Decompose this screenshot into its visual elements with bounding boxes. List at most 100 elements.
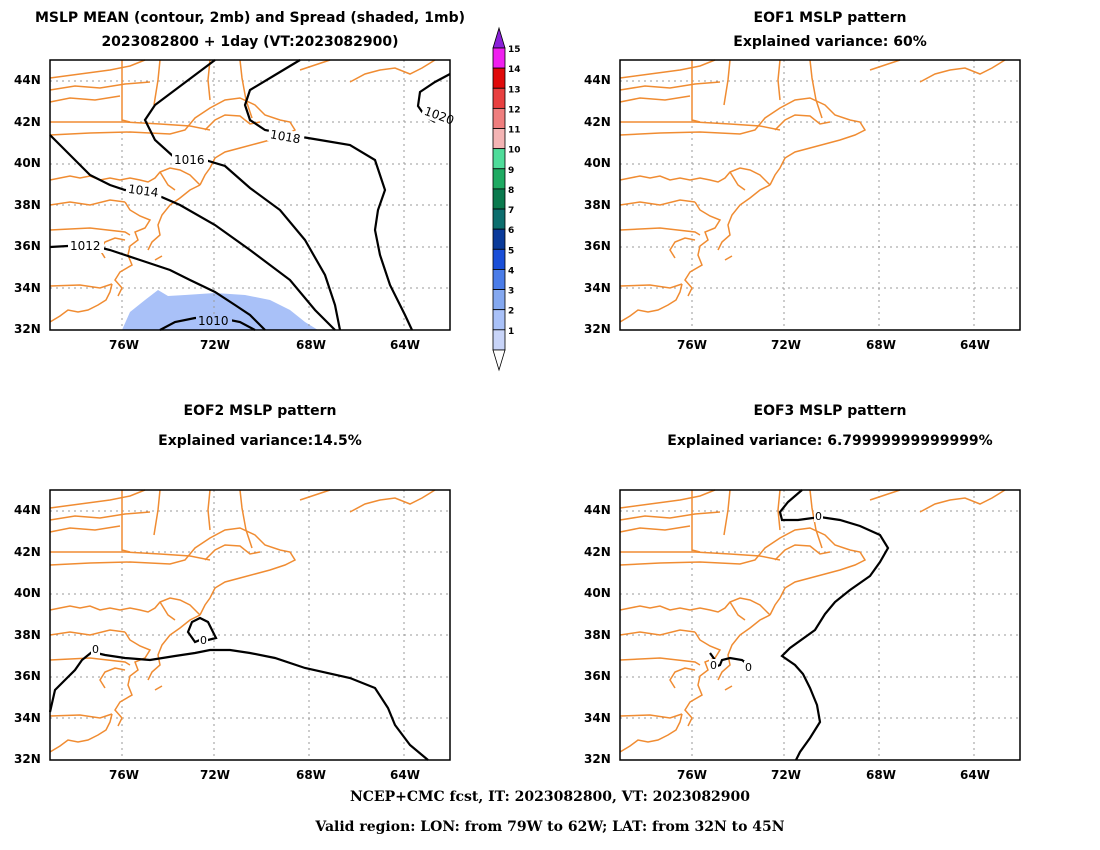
lon-tick: 76W xyxy=(109,338,139,352)
lat-tick: 42N xyxy=(14,115,41,129)
lat-tick: 40N xyxy=(584,586,611,600)
eof3-frame xyxy=(619,489,1021,761)
colorbar-box xyxy=(492,47,506,69)
lon-tick: 64W xyxy=(960,338,990,352)
lon-tick: 64W xyxy=(390,338,420,352)
colorbar: 15 14 13 12 11 10 9 8 7 6 5 4 3 2 1 xyxy=(492,26,521,372)
colorbar-box xyxy=(492,289,506,311)
colorbar-label: 6 xyxy=(508,226,514,236)
colorbar-box xyxy=(492,128,506,150)
lat-tick: 40N xyxy=(14,586,41,600)
lon-tick: 76W xyxy=(677,768,707,782)
lat-tick: 32N xyxy=(14,322,41,336)
contour-label: 0 xyxy=(710,659,717,672)
colorbar-label: 1 xyxy=(508,327,514,337)
lon-tick: 68W xyxy=(296,338,326,352)
lat-tick: 34N xyxy=(584,711,611,725)
footer-forecast-info: NCEP+CMC fcst, IT: 2023082800, VT: 20230… xyxy=(349,789,751,805)
colorbar-box xyxy=(492,168,506,190)
lat-tick: 32N xyxy=(584,322,611,336)
colorbar-bottom-arrow xyxy=(492,349,506,372)
lat-tick: 34N xyxy=(14,711,41,725)
colorbar-label: 11 xyxy=(508,126,521,136)
lat-tick: 32N xyxy=(584,752,611,766)
lat-tick: 32N xyxy=(14,752,41,766)
lat-tick: 42N xyxy=(584,545,611,559)
colorbar-label: 13 xyxy=(508,85,521,95)
contour-label: 0 xyxy=(815,510,822,523)
lon-tick: 64W xyxy=(960,768,990,782)
colorbar-label: 7 xyxy=(508,206,514,216)
colorbar-box xyxy=(492,329,506,351)
eof2-map: 0 0 xyxy=(48,489,451,761)
eof3-contours xyxy=(709,489,890,761)
lat-tick: 34N xyxy=(14,281,41,295)
colorbar-box xyxy=(492,228,506,250)
lat-tick: 40N xyxy=(584,156,611,170)
lon-tick: 72W xyxy=(200,338,230,352)
mean-map: 1010 1012 1014 1016 1018 1020 xyxy=(49,59,456,331)
eof2-frame xyxy=(49,489,451,761)
contour-label: 0 xyxy=(92,643,99,656)
colorbar-label: 2 xyxy=(508,307,514,317)
contour-label: 1010 xyxy=(198,314,229,328)
contour-label: 1018 xyxy=(269,127,302,146)
colorbar-box xyxy=(492,269,506,290)
eof2-contours xyxy=(48,616,429,761)
colorbar-box xyxy=(492,208,506,230)
colorbar-label: 14 xyxy=(508,65,521,75)
lat-tick: 40N xyxy=(14,156,41,170)
colorbar-box xyxy=(492,148,506,170)
eof3-title: EOF3 MSLP pattern xyxy=(753,403,907,419)
colorbar-top-arrow xyxy=(492,26,506,49)
eof1-frame xyxy=(619,59,1021,331)
mean-subtitle: 2023082800 + 1day (VT:2023082900) xyxy=(101,34,399,50)
colorbar-box xyxy=(492,87,506,109)
lat-tick: 36N xyxy=(584,669,611,683)
eof3-map: 0 0 0 xyxy=(619,489,1021,761)
lon-tick: 68W xyxy=(296,768,326,782)
lat-tick: 36N xyxy=(14,239,41,253)
lon-tick: 68W xyxy=(866,768,896,782)
eof1-subtitle: Explained variance: 60% xyxy=(733,34,927,50)
colorbar-box xyxy=(492,67,506,89)
colorbar-label: 4 xyxy=(508,266,514,276)
lat-tick: 38N xyxy=(14,198,41,212)
spread-shading xyxy=(122,290,318,330)
colorbar-box xyxy=(492,248,506,270)
colorbar-box xyxy=(492,188,506,210)
lon-tick: 76W xyxy=(677,338,707,352)
lat-tick: 44N xyxy=(584,503,611,517)
contour-label: 1020 xyxy=(422,104,455,128)
colorbar-box xyxy=(492,107,506,129)
contour-label: 1012 xyxy=(70,239,101,253)
eof1-map xyxy=(619,59,1021,331)
eof2-subtitle: Explained variance:14.5% xyxy=(158,433,362,449)
mean-title: MSLP MEAN (contour, 2mb) and Spread (sha… xyxy=(35,10,465,26)
eof2-title: EOF2 MSLP pattern xyxy=(183,403,337,419)
lon-tick: 76W xyxy=(109,768,139,782)
mean-frame xyxy=(49,59,451,331)
lat-tick: 44N xyxy=(584,73,611,87)
lat-tick: 38N xyxy=(584,628,611,642)
lat-tick: 44N xyxy=(14,73,41,87)
contour-label: 0 xyxy=(200,634,207,647)
lon-tick: 72W xyxy=(771,338,801,352)
lat-tick: 44N xyxy=(14,503,41,517)
colorbar-label: 8 xyxy=(508,186,514,196)
colorbar-box xyxy=(492,309,506,331)
contour-label: 1014 xyxy=(127,182,159,200)
lat-tick: 42N xyxy=(584,115,611,129)
colorbar-label: 12 xyxy=(508,105,521,115)
contour-label: 0 xyxy=(745,661,752,674)
colorbar-label: 15 xyxy=(508,45,521,55)
colorbar-label: 10 xyxy=(508,146,521,156)
lon-tick: 72W xyxy=(200,768,230,782)
lat-tick: 38N xyxy=(14,628,41,642)
lat-tick: 42N xyxy=(14,545,41,559)
colorbar-label: 5 xyxy=(508,246,514,256)
eof3-subtitle: Explained variance: 6.79999999999999% xyxy=(667,433,993,449)
lat-tick: 36N xyxy=(14,669,41,683)
lat-tick: 34N xyxy=(584,281,611,295)
